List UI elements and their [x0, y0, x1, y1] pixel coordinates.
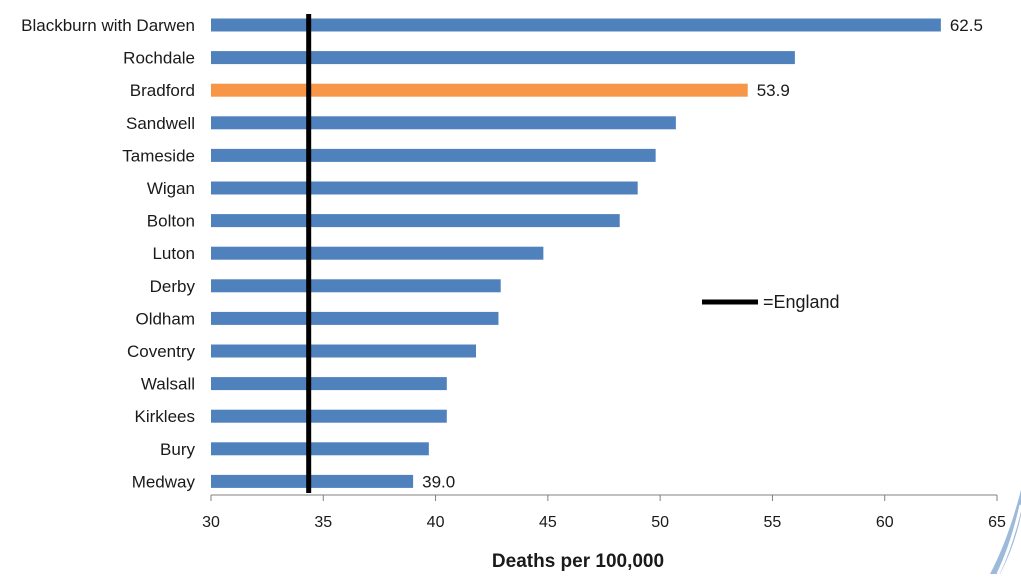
corner-accent-inner [996, 504, 1021, 575]
category-label-coventry: Coventry [127, 342, 196, 361]
bar-walsall [211, 377, 447, 391]
category-label-derby: Derby [150, 277, 196, 296]
category-label-medway: Medway [132, 472, 196, 491]
category-label-bradford: Bradford [130, 81, 195, 100]
x-tick-label: 45 [539, 514, 557, 531]
x-tick-label: 60 [876, 514, 894, 531]
category-label-tameside: Tameside [122, 146, 195, 165]
bar-tameside [211, 148, 656, 162]
x-ticks-layer: 30 35 40 45 50 55 60 65 [202, 495, 1006, 531]
data-label-blackburn-with-darwen: 62.5 [950, 16, 983, 35]
labels-layer: Blackburn with Darwen 62.5 Rochdale Bradfor… [21, 16, 983, 491]
category-label-bolton: Bolton [147, 212, 195, 231]
x-tick-label: 50 [651, 514, 669, 531]
category-label-luton: Luton [152, 244, 195, 263]
category-label-wigan: Wigan [147, 179, 195, 198]
bar-wigan [211, 181, 638, 195]
x-tick-label: 65 [988, 514, 1006, 531]
bar-rochdale [211, 51, 795, 65]
data-label-bradford: 53.9 [757, 81, 790, 100]
category-label-rochdale: Rochdale [123, 49, 195, 68]
bar-bradford [211, 83, 748, 97]
category-label-blackburn-with-darwen: Blackburn with Darwen [21, 16, 195, 35]
bar-kirklees [211, 409, 447, 423]
bar-coventry [211, 344, 476, 358]
category-label-walsall: Walsall [141, 375, 195, 394]
bars-layer [211, 18, 941, 488]
category-label-sandwell: Sandwell [126, 114, 195, 133]
category-label-bury: Bury [160, 440, 195, 459]
x-tick-label: 40 [427, 514, 445, 531]
bar-oldham [211, 311, 499, 325]
x-tick-label: 55 [764, 514, 782, 531]
category-label-oldham: Oldham [135, 309, 195, 328]
bar-medway [211, 474, 414, 488]
x-axis-title: Deaths per 100,000 [492, 551, 664, 572]
x-tick-label: 30 [202, 514, 220, 531]
legend-label: =England [763, 292, 840, 312]
bar-bolton [211, 214, 620, 228]
data-label-medway: 39.0 [422, 472, 455, 491]
bar-luton [211, 246, 544, 260]
bar-bury [211, 442, 429, 456]
bar-derby [211, 279, 501, 293]
bar-sandwell [211, 116, 676, 130]
category-label-kirklees: Kirklees [135, 407, 195, 426]
corner-accent [990, 490, 1021, 574]
bar-blackburn-with-darwen [211, 18, 941, 32]
x-tick-label: 35 [314, 514, 332, 531]
legend: =England [702, 292, 840, 312]
